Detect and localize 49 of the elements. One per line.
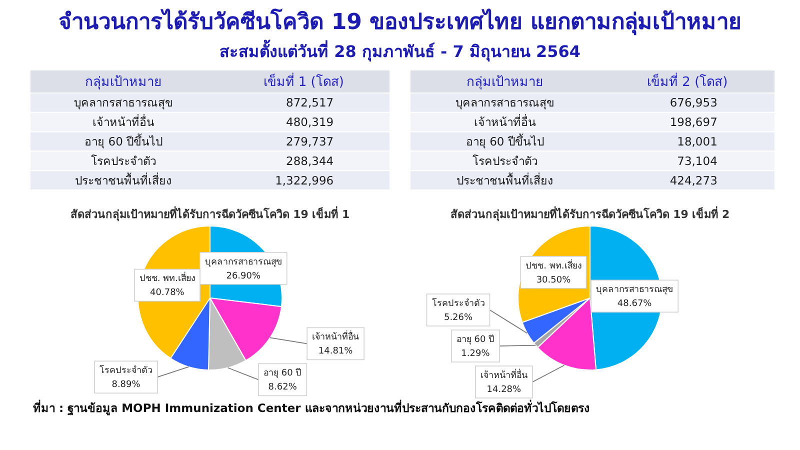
data-label: 872,517 — [286, 96, 334, 110]
text: กลุ่มเป้าหมาย — [85, 75, 162, 90]
category-label: เจ้าหน้าที่อื่น — [474, 114, 536, 130]
chart-title: สัดส่วนกลุ่มเป้าหมายที่ได้รับการฉีดวัคซีนโควิด 19 เข็มที่ 2 — [450, 206, 730, 222]
slice-label: อายุ 60 ปี — [456, 334, 495, 345]
data-label: 676,953 — [670, 96, 718, 110]
data-label: 480,319 — [286, 115, 334, 130]
text: จำนวนการได้รับวัคซีนโควิด 19 ของประเทศไทย แยกตามกลุ่มเป้าหมาย — [58, 8, 742, 36]
category-label: โรคประจำตัว — [91, 154, 156, 168]
data-label: 8.62% — [268, 382, 298, 393]
data-label: 5.26% — [444, 313, 474, 323]
text: สะสมตั้งแต่วันที่ 28 กุมภาพันธ์ - 7 มิถุนายน 2564 — [220, 39, 580, 62]
slice-label: โรคประจำตัว — [100, 365, 153, 376]
data-label: 26.90% — [226, 271, 261, 282]
slice-label: เจ้าหน้าที่อื่น — [312, 330, 360, 343]
category-label: อายุ 60 ปีขึ้นไป — [466, 134, 544, 148]
category-label: บุคลากรสาธารณสุข — [455, 96, 554, 110]
slice-label: ปชช. พท.เสี่ยง — [139, 271, 196, 284]
category-label: เจ้าหน้าที่อื่น — [92, 114, 155, 130]
slice-label: อายุ 60 ปี — [263, 368, 302, 379]
category-label: ประชาชนพื้นที่เสี่ยง — [75, 172, 172, 188]
data-label: 1,322,996 — [275, 173, 334, 188]
data-label: 288,344 — [286, 154, 334, 168]
text: ที่มา : ฐานข้อมูล MOPH Immunization Center และจากหน่วยงานที่ประสานกับกองโรคติดต่อทั่วไปโดยตรง — [33, 399, 590, 416]
data-label: 198,697 — [670, 115, 718, 130]
data-label: 40.78% — [150, 288, 185, 298]
category-label: อายุ 60 ปีขึ้นไป — [84, 134, 163, 148]
category-label: ประชาชนพื้นที่เสี่ยง — [456, 172, 554, 188]
chart-title: สัดส่วนกลุ่มเป้าหมายที่ได้รับการฉีดวัคซีนโควิด 19 เข็มที่ 1 — [70, 206, 350, 222]
series-label: เข็มที่ 1 (โดส) — [263, 72, 344, 90]
data-label: 424,273 — [670, 173, 718, 188]
category-label: โรคประจำตัว — [472, 154, 538, 168]
series-label: เข็มที่ 2 (โดส) — [647, 72, 728, 90]
data-label: 14.81% — [318, 346, 354, 357]
data-label: 73,104 — [677, 154, 718, 168]
data-label: 14.28% — [486, 385, 522, 395]
data-label: 18,001 — [677, 134, 718, 148]
slice-label: บุคลากรสาธารณสุข — [596, 285, 674, 296]
data-label: 30.50% — [536, 275, 572, 286]
text: กลุ่มเป้าหมาย — [466, 75, 544, 90]
data-label: 8.89% — [112, 380, 141, 390]
slice-label: เจ้าหน้าที่อื่น — [480, 368, 528, 381]
data-label: 48.67% — [617, 299, 652, 310]
slice-label: บุคลากรสาธารณสุข — [204, 257, 282, 268]
data-label: 279,737 — [286, 134, 334, 148]
slice-label: ปชช. พท.เสี่ยง — [526, 258, 582, 272]
category-label: บุคลากรสาธารณสุข — [74, 96, 174, 110]
data-label: 1.29% — [461, 349, 490, 359]
slice-label: โรคประจำตัว — [432, 298, 485, 309]
